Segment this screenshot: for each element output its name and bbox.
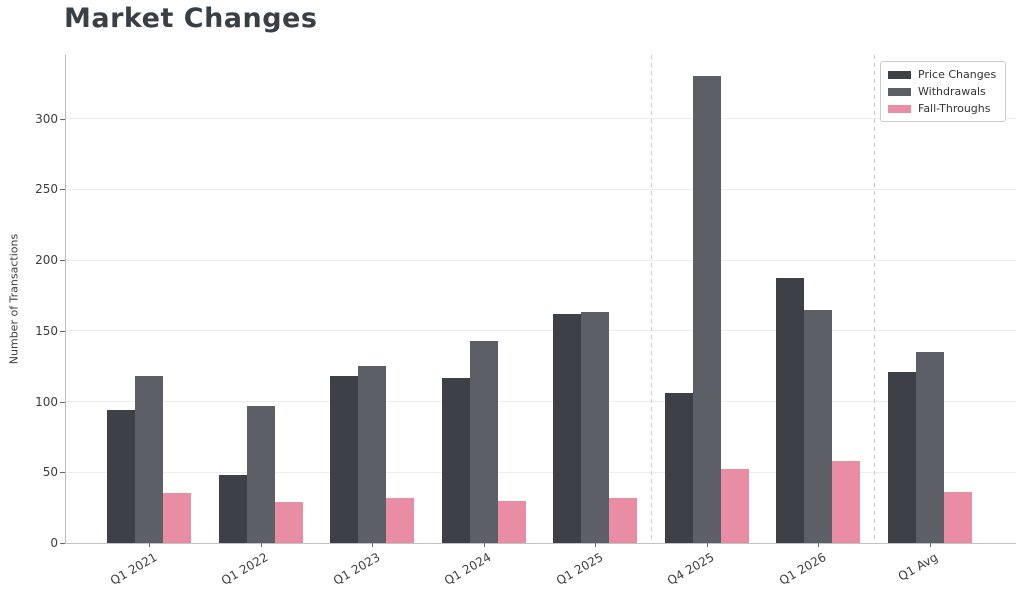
legend-label: Fall-Throughs [918,102,991,115]
bar-price-changes [887,371,916,543]
y-axis-spine [65,55,66,543]
bar-price-changes [330,376,359,543]
y-tick-mark [60,401,65,403]
legend-swatch-price-changes [888,70,911,79]
quarter-separator-line [651,55,653,543]
x-tick-label: Q1 2022 [219,550,271,588]
y-tick-label: 250 [35,182,58,197]
legend-label: Price Changes [918,68,997,81]
gridline [65,259,1016,261]
bar-fall-throughs [609,497,638,543]
bar-price-changes [107,410,136,543]
gridline [65,401,1016,403]
legend: Price Changes Withdrawals Fall-Throughs [880,61,1007,122]
x-tick-label: Q1 2021 [107,550,160,588]
quarter-separator-line [874,55,876,543]
bar-withdrawals [469,340,498,543]
bar-fall-throughs [386,497,415,543]
bar-fall-throughs [943,492,972,543]
bar-withdrawals [358,366,387,543]
gridline [65,188,1016,190]
y-tick-label: 200 [35,253,58,268]
y-tick-mark [60,118,65,120]
y-tick-mark [60,472,65,474]
y-tick-label: 0 [50,536,58,550]
bar-withdrawals [915,352,944,543]
bar-fall-throughs [497,500,526,543]
gridline [65,118,1016,120]
y-tick-label: 150 [35,323,58,338]
bar-withdrawals [246,405,275,543]
y-tick-mark [60,189,65,191]
bar-price-changes [441,377,470,543]
bar-withdrawals [804,309,833,543]
x-tick-label: Q1 2023 [330,550,383,588]
gridline [65,471,1016,473]
x-tick-mark [372,543,374,547]
bar-price-changes [553,313,582,543]
x-tick-label: Q1 2024 [442,550,494,588]
x-tick-mark [149,543,151,547]
x-tick-label: Q4 2025 [665,550,717,588]
x-tick-label: Q1 Avg [895,550,940,584]
x-axis-spine [65,543,1016,544]
x-tick-mark [929,543,931,547]
bar-fall-throughs [832,460,861,543]
x-tick-mark [595,543,597,547]
bar-withdrawals [581,312,610,543]
y-tick-label: 300 [35,111,58,126]
y-tick-label: 100 [35,394,58,409]
legend-label: Withdrawals [918,85,986,98]
x-tick-mark [483,543,485,547]
legend-item: Withdrawals [888,85,996,98]
y-tick-mark [60,330,65,332]
chart-title: Market Changes [64,3,318,34]
bar-fall-throughs [163,493,192,543]
x-tick-label: Q1 2025 [553,550,606,588]
bar-price-changes [776,278,805,543]
legend-swatch-fall-throughs [888,104,911,113]
bar-price-changes [664,393,693,543]
x-tick-mark [260,543,262,547]
bar-withdrawals [135,376,164,543]
x-tick-label: Q1 2026 [776,550,829,588]
bar-fall-throughs [720,469,749,543]
y-tick-mark [60,543,65,544]
x-tick-mark [706,543,708,547]
bar-withdrawals [692,76,721,543]
legend-item: Price Changes [888,68,996,81]
legend-swatch-withdrawals [888,87,911,96]
bar-price-changes [218,475,247,543]
gridline [65,330,1016,332]
legend-item: Fall-Throughs [888,102,996,115]
bar-fall-throughs [274,501,303,543]
y-tick-mark [60,260,65,262]
x-tick-mark [818,543,820,547]
y-tick-label: 50 [42,465,58,480]
